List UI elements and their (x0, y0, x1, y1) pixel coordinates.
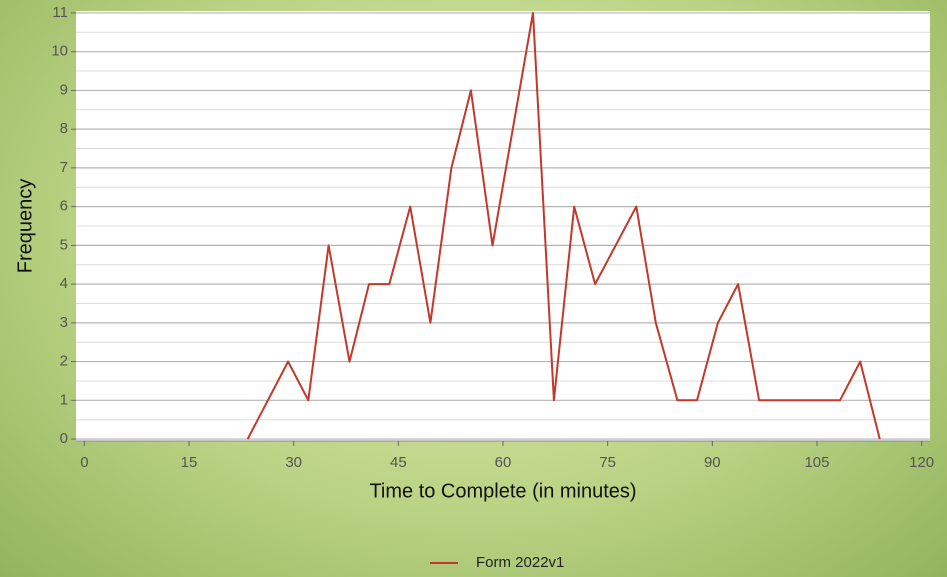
x-tick-label: 30 (285, 454, 302, 471)
y-tick-label: 8 (60, 120, 68, 137)
x-tick-label: 90 (704, 454, 721, 471)
x-tick-label: 15 (181, 454, 198, 471)
y-tick-label: 9 (60, 81, 68, 98)
x-tick-label: 120 (909, 454, 934, 471)
y-tick-label: 1 (60, 391, 68, 408)
y-tick-label: 4 (60, 275, 68, 292)
x-tick-label: 105 (804, 454, 829, 471)
x-axis-title: Time to Complete (in minutes) (369, 480, 636, 502)
y-tick-label: 5 (60, 236, 68, 253)
y-tick-label: 2 (60, 353, 68, 370)
x-tick-label: 0 (80, 454, 88, 471)
y-tick-label: 3 (60, 314, 68, 331)
legend-label: Form 2022v1 (476, 554, 564, 571)
x-tick-label: 45 (390, 454, 407, 471)
x-tick-label: 60 (495, 454, 512, 471)
y-tick-label: 6 (60, 198, 68, 215)
data-line (246, 11, 881, 440)
y-tick-label: 7 (60, 159, 68, 176)
y-axis-title: Frequency (14, 179, 36, 274)
x-tick-label: 75 (599, 454, 616, 471)
y-tick-label: 0 (60, 430, 68, 447)
y-tick-label: 11 (52, 4, 68, 21)
y-tick-label: 10 (51, 43, 68, 60)
